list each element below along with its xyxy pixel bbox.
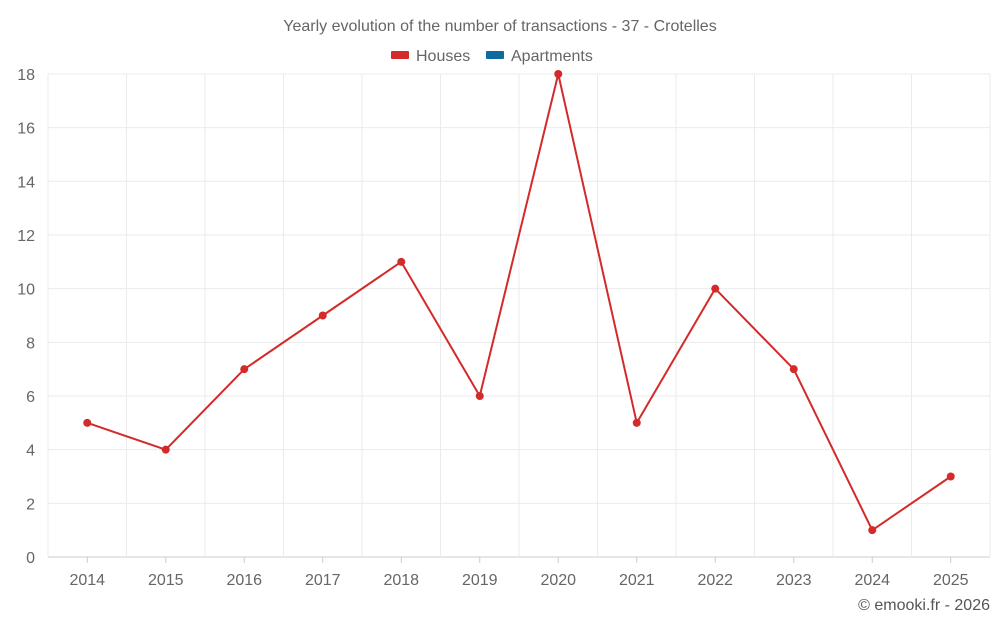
x-tick-label: 2017 xyxy=(305,572,341,589)
x-tick-label: 2016 xyxy=(226,572,262,589)
data-point-houses[interactable] xyxy=(632,418,641,427)
x-tick-label: 2020 xyxy=(540,572,576,589)
legend: Houses Apartments xyxy=(391,48,593,65)
legend-swatch-houses xyxy=(391,51,409,59)
y-tick-label: 4 xyxy=(26,443,35,460)
y-tick-label: 14 xyxy=(17,174,35,191)
data-point-houses[interactable] xyxy=(397,257,406,266)
y-tick-label: 6 xyxy=(26,389,35,406)
series-line-houses xyxy=(86,73,952,532)
x-tick-label: 2023 xyxy=(776,572,812,589)
data-point-houses[interactable] xyxy=(83,418,92,427)
y-tick-label: 18 xyxy=(17,67,35,84)
data-point-houses[interactable] xyxy=(946,472,955,481)
legend-item-houses[interactable]: Houses xyxy=(391,48,470,65)
y-tick-label: 10 xyxy=(17,282,35,299)
y-tick-label: 2 xyxy=(26,496,35,513)
x-tick-label: 2021 xyxy=(619,572,655,589)
series-houses xyxy=(83,70,955,535)
x-tick-label: 2024 xyxy=(854,572,890,589)
credit: © emooki.fr - 2026 xyxy=(858,597,990,614)
gridlines xyxy=(47,73,991,558)
x-axis: 2014 2015 2016 2017 2018 2019 2020 2021 2022 2023… xyxy=(69,557,969,589)
data-point-houses[interactable] xyxy=(868,526,877,535)
data-point-houses[interactable] xyxy=(554,70,563,78)
chart-title: Yearly evolution of the number of transa… xyxy=(283,18,716,35)
x-tick-label: 2018 xyxy=(383,572,419,589)
x-tick-label: 2015 xyxy=(148,572,184,589)
data-point-houses[interactable] xyxy=(475,392,484,400)
y-tick-label: 12 xyxy=(17,228,35,245)
x-tick-label: 2025 xyxy=(933,572,969,589)
legend-item-apartments[interactable]: Apartments xyxy=(486,48,593,65)
y-axis: 0 2 4 6 8 10 12 14 16 18 xyxy=(17,67,35,567)
x-tick-label: 2019 xyxy=(462,572,498,589)
legend-label-apartments: Apartments xyxy=(511,48,593,65)
x-tick-label: 2022 xyxy=(697,572,733,589)
x-tick-label: 2014 xyxy=(69,572,105,589)
data-point-houses[interactable] xyxy=(789,365,798,374)
data-point-houses[interactable] xyxy=(161,445,170,454)
y-tick-label: 8 xyxy=(26,335,35,352)
y-tick-label: 0 xyxy=(26,550,35,567)
y-tick-label: 16 xyxy=(17,121,35,138)
legend-swatch-apartments xyxy=(486,51,504,59)
legend-label-houses: Houses xyxy=(416,48,470,65)
data-point-houses[interactable] xyxy=(240,365,249,374)
data-point-houses[interactable] xyxy=(318,311,327,320)
data-point-houses[interactable] xyxy=(711,284,720,293)
